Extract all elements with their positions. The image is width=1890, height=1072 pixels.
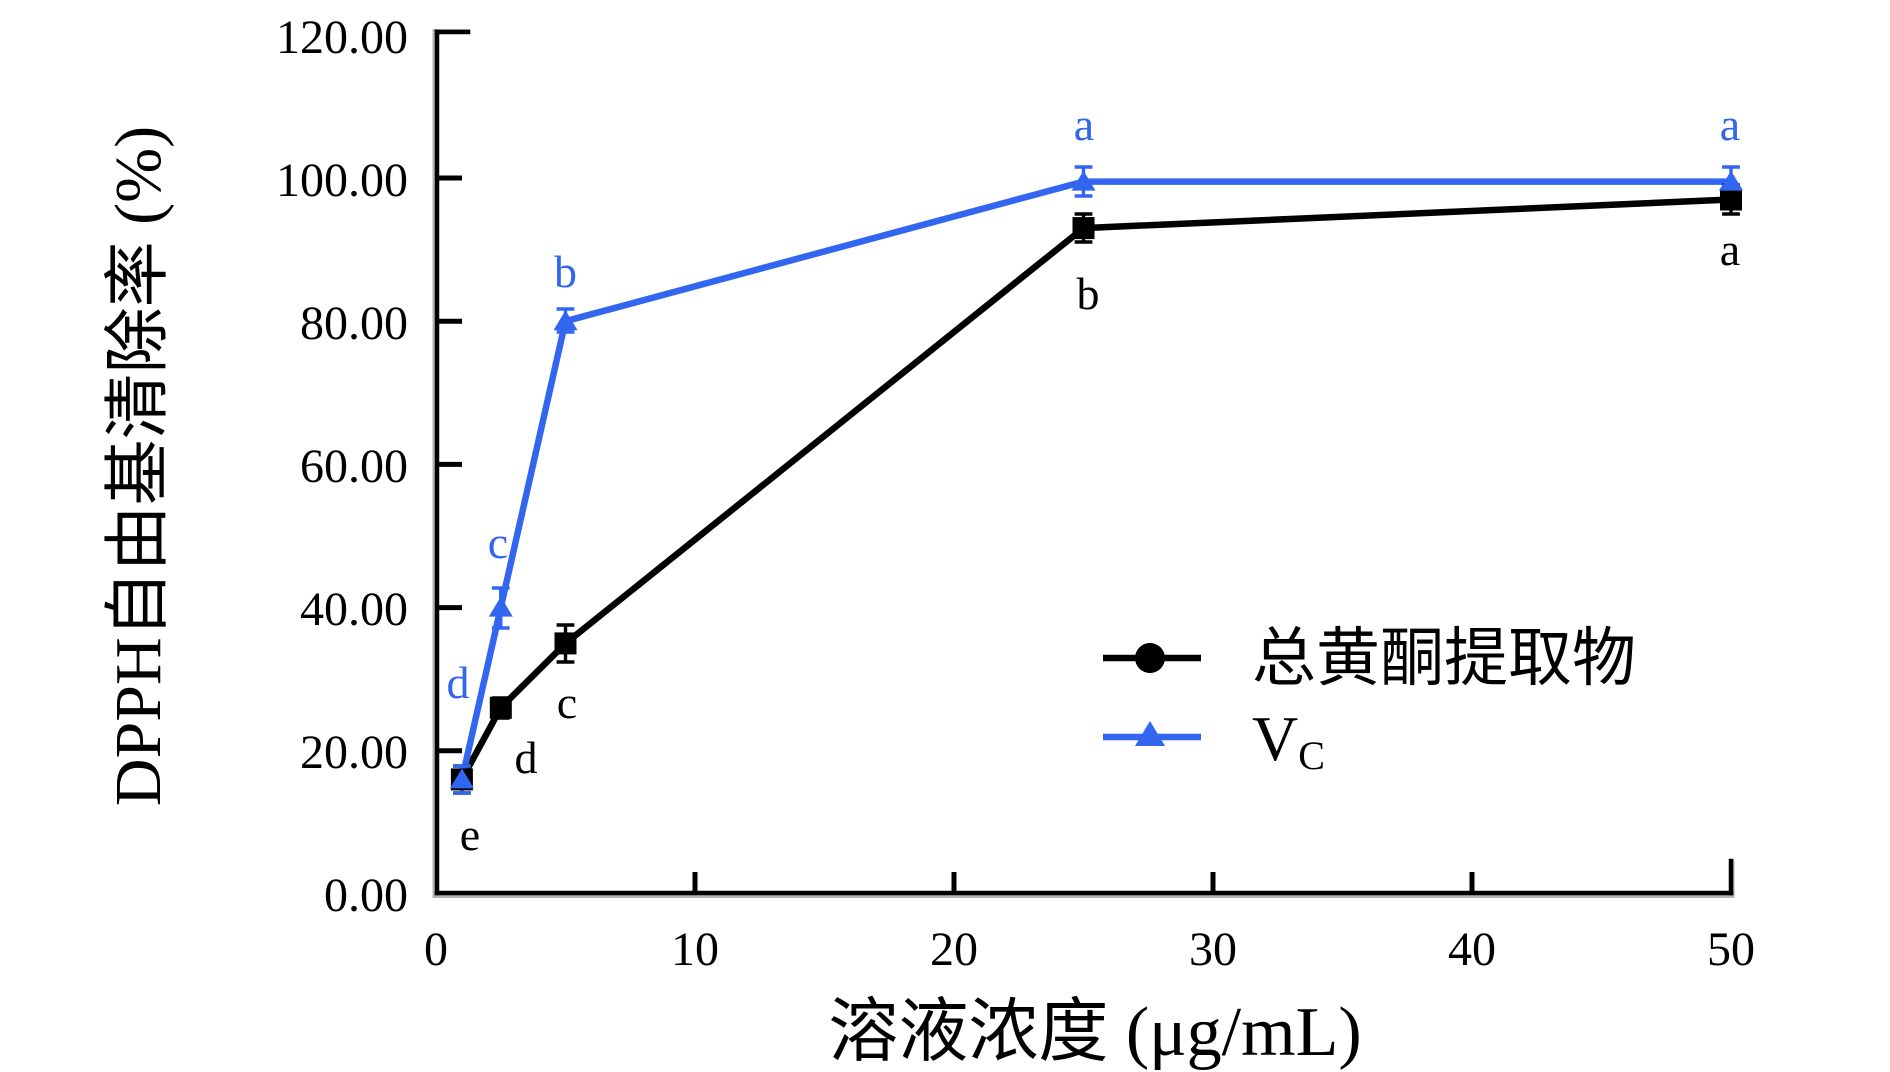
svg-text:总黄酮提取物: 总黄酮提取物 [1252,623,1636,694]
svg-text:a: a [1074,99,1094,150]
svg-text:0.00: 0.00 [324,869,408,922]
svg-text:c: c [488,517,508,568]
svg-text:溶液浓度 (μg/mL): 溶液浓度 (μg/mL) [828,994,1361,1071]
svg-text:b: b [1077,268,1100,319]
svg-text:30: 30 [1189,923,1237,976]
svg-text:c: c [557,677,577,728]
svg-text:80.00: 80.00 [300,297,408,350]
svg-text:10: 10 [671,923,719,976]
svg-text:DPPH自由基清除率 (%): DPPH自由基清除率 (%) [102,126,175,806]
svg-text:0: 0 [424,923,448,976]
svg-text:b: b [554,246,577,297]
svg-text:a: a [1720,224,1740,275]
svg-text:120.00: 120.00 [276,11,408,64]
svg-text:20: 20 [930,923,978,976]
svg-text:d: d [515,732,538,783]
svg-text:40.00: 40.00 [300,583,408,636]
svg-text:a: a [1720,99,1740,150]
svg-text:60.00: 60.00 [300,440,408,493]
svg-text:20.00: 20.00 [300,726,408,779]
svg-text:e: e [460,809,480,860]
svg-text:50: 50 [1707,923,1755,976]
svg-text:40: 40 [1448,923,1496,976]
svg-text:d: d [447,657,470,708]
svg-text:100.00: 100.00 [276,154,408,207]
